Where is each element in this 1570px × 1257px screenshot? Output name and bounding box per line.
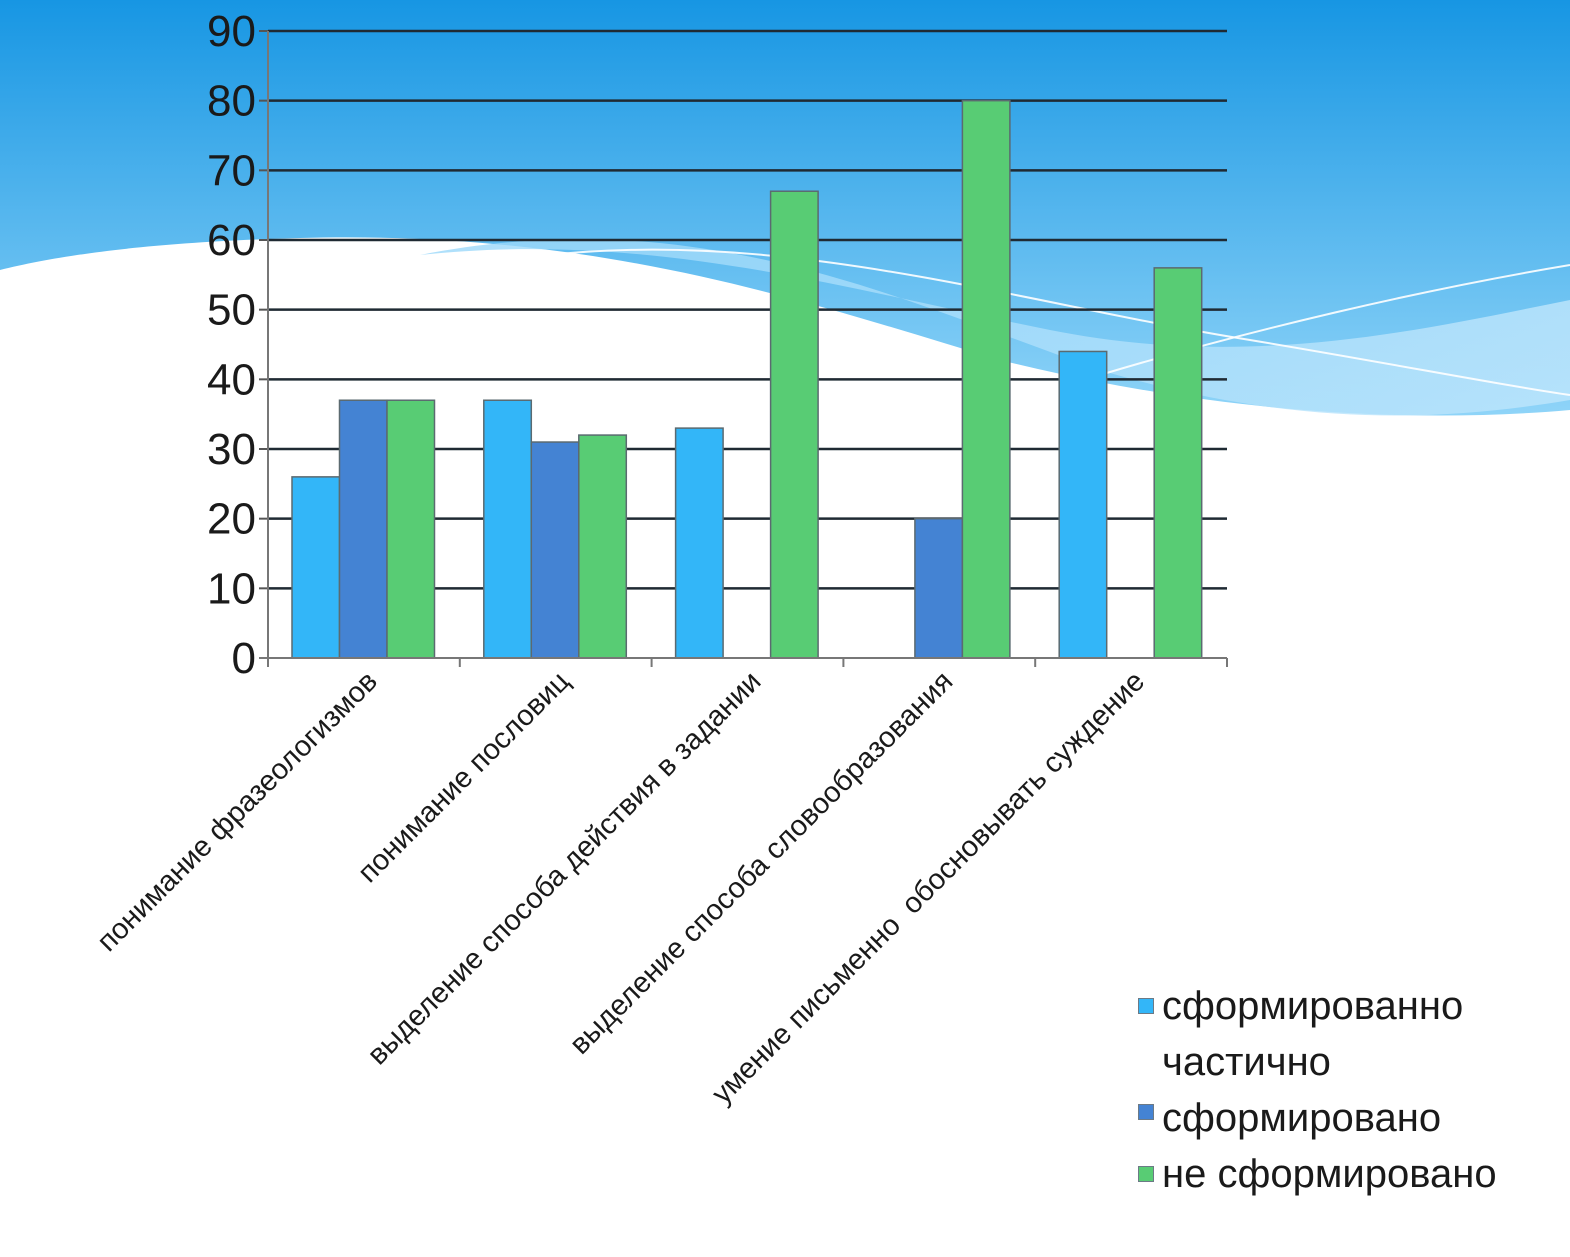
- x-category-label: понимание фразеологизмов: [91, 665, 384, 958]
- bar-partial: [530, 441, 580, 659]
- y-tick-label: 80: [207, 77, 256, 126]
- legend-swatch-formed: [1138, 998, 1154, 1014]
- bar-formed: [1058, 350, 1108, 659]
- legend-swatch-partial: [1138, 1104, 1154, 1120]
- bar-partial: [338, 399, 388, 659]
- bars: [291, 99, 1203, 659]
- y-tick-label: 70: [207, 146, 256, 195]
- y-tick-label: 10: [207, 564, 256, 613]
- legend: сформированно частично сформировано не с…: [1138, 978, 1568, 1202]
- x-category-label: умение письменно обосновывать суждение: [706, 665, 1151, 1110]
- axes: [259, 30, 1228, 667]
- x-category-label: выделение способа действия в задании: [362, 665, 768, 1071]
- y-tick-label: 20: [207, 495, 256, 544]
- bar-partial: [914, 517, 964, 659]
- y-tick-label: 30: [207, 425, 256, 474]
- bar-not-formed: [578, 434, 628, 659]
- y-tick-label: 50: [207, 286, 256, 335]
- bar-formed: [674, 427, 724, 659]
- legend-swatch-not-formed: [1138, 1166, 1154, 1182]
- bar-not-formed: [961, 99, 1011, 659]
- bar-formed: [483, 399, 533, 659]
- x-category-label: выделение способа словообразования: [564, 665, 959, 1060]
- legend-label-partial: частично сформировано: [1162, 1040, 1442, 1140]
- bar-not-formed: [386, 399, 436, 659]
- y-tick-label: 90: [207, 7, 256, 56]
- background-wave-line-1: [479, 248, 1570, 396]
- y-tick-label: 0: [232, 634, 256, 683]
- legend-item-not-formed: не сформировано: [1138, 1146, 1568, 1202]
- legend-item-formed: сформированно: [1138, 978, 1568, 1034]
- bar-formed: [291, 476, 341, 659]
- legend-label-not-formed: не сформировано: [1162, 1152, 1497, 1196]
- legend-label-formed: сформированно: [1162, 984, 1464, 1028]
- legend-item-partial: частично сформировано: [1138, 1034, 1568, 1146]
- x-category-label: понимание пословиц: [352, 665, 576, 889]
- bar-not-formed: [769, 190, 819, 659]
- bar-not-formed: [1153, 267, 1203, 659]
- y-tick-label: 40: [207, 355, 256, 404]
- y-tick-label: 60: [207, 216, 256, 265]
